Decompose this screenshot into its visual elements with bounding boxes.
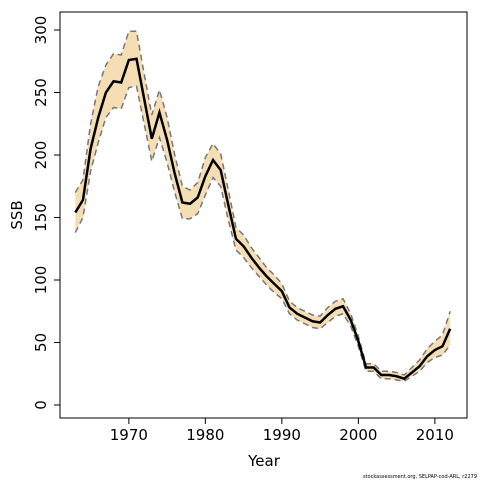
x-tick-label: 2010 xyxy=(416,426,454,444)
y-tick-label: 100 xyxy=(32,266,50,295)
y-axis-label: SSB xyxy=(8,200,26,229)
y-tick-label: 50 xyxy=(32,333,50,352)
x-tick-label: 2000 xyxy=(339,426,377,444)
x-axis-label: Year xyxy=(247,452,281,470)
ssb-line xyxy=(74,57,452,381)
y-tick-label: 0 xyxy=(32,400,50,410)
plot-frame xyxy=(59,11,468,419)
y-tick-label: 150 xyxy=(32,203,50,232)
y-tick-label: 300 xyxy=(32,16,50,45)
x-tick-label: 1970 xyxy=(110,426,148,444)
y-tick-label: 200 xyxy=(32,141,50,170)
x-tick-label: 1980 xyxy=(186,426,224,444)
lower-bound xyxy=(74,85,451,383)
x-tick-label: 1990 xyxy=(263,426,301,444)
footnote: stockassessment.org, SELPAP-cod-ARL, r22… xyxy=(363,474,477,480)
upper-bound xyxy=(74,30,451,376)
y-tick-label: 250 xyxy=(32,78,50,107)
confidence-band xyxy=(75,31,451,382)
